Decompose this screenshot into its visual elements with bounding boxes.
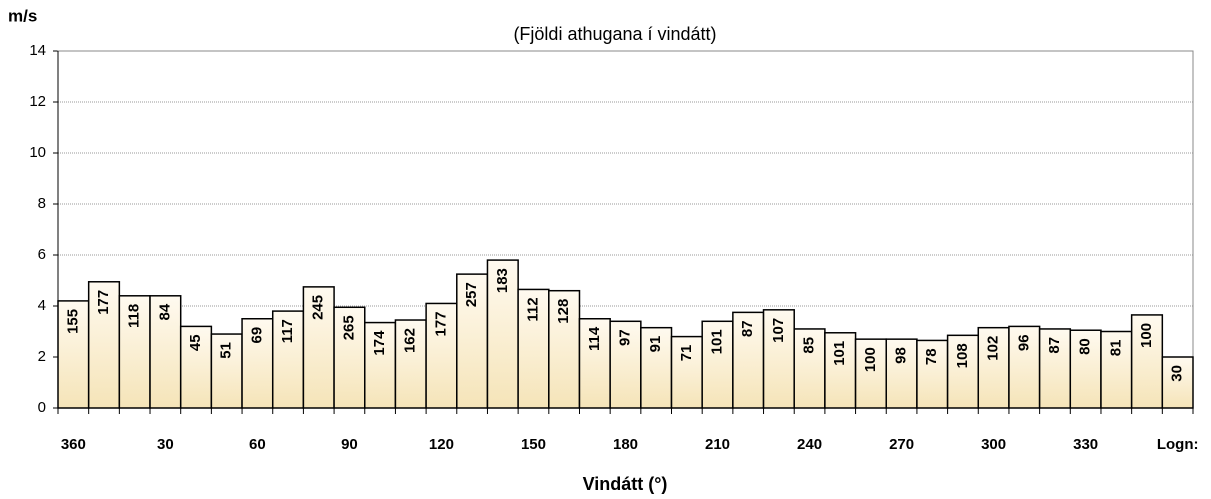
bar: [762, 309, 795, 409]
count-label: 81: [1107, 340, 1124, 357]
x-tick-label: 120: [429, 436, 454, 453]
count-label: 85: [801, 337, 818, 354]
bar: [456, 273, 489, 409]
count-label: 107: [770, 318, 787, 343]
count-label: 108: [954, 343, 971, 368]
chart-title: (Fjöldi athugana í vindátt): [513, 24, 716, 44]
bar: [854, 338, 887, 409]
x-tick-label: 150: [521, 436, 546, 453]
bar: [149, 295, 182, 409]
bar: [916, 339, 949, 409]
x-tick-label: 180: [613, 436, 638, 453]
bar: [548, 289, 581, 409]
count-label: 245: [310, 295, 327, 320]
count-label: 84: [156, 303, 173, 320]
count-label: 30: [1169, 365, 1186, 382]
count-label: 114: [586, 326, 603, 351]
count-label: 100: [862, 347, 879, 372]
count-label: 45: [187, 334, 204, 351]
count-label: 87: [1046, 337, 1063, 354]
y-tick-label: 14: [29, 42, 46, 59]
count-label: 112: [524, 297, 541, 321]
count-label: 118: [126, 304, 143, 328]
y-tick-label: 12: [29, 93, 46, 110]
x-tick-label: 270: [889, 436, 914, 453]
count-label: 97: [616, 329, 633, 346]
y-tick-label: 0: [38, 399, 46, 416]
count-label: 177: [95, 290, 112, 315]
x-tick-label: 30: [157, 436, 174, 453]
count-label: 162: [402, 328, 419, 353]
bar: [333, 306, 366, 409]
bar: [1161, 356, 1194, 409]
count-label: 183: [494, 268, 511, 293]
bar: [87, 281, 121, 409]
count-label: 101: [708, 329, 725, 354]
bar: [210, 333, 243, 409]
count-label: 257: [463, 282, 480, 307]
x-tick-label: 60: [249, 436, 266, 453]
bar: [670, 335, 703, 409]
count-label: 100: [1138, 323, 1155, 348]
y-axis-label: m/s: [8, 6, 37, 25]
count-label: 71: [678, 345, 695, 362]
count-label: 174: [371, 330, 388, 356]
count-label: 265: [340, 315, 357, 340]
x-tick-label: 90: [341, 436, 358, 453]
count-label: 69: [248, 327, 265, 344]
bar: [578, 318, 611, 409]
x-tick-label: 210: [705, 436, 730, 453]
bar: [1038, 328, 1072, 409]
count-label: 101: [831, 341, 848, 366]
count-label: 80: [1077, 338, 1094, 355]
bar: [486, 259, 519, 409]
bar: [394, 319, 427, 409]
bar: [885, 338, 918, 409]
count-label: 177: [432, 311, 449, 336]
x-tick-label: 360: [61, 436, 86, 453]
count-label: 87: [739, 320, 756, 337]
x-tick-label: Logn:: [1157, 436, 1199, 453]
count-label: 91: [647, 336, 664, 353]
x-tick-label: 330: [1073, 436, 1098, 453]
count-label: 78: [923, 348, 940, 365]
count-label: 117: [279, 319, 296, 343]
count-label: 155: [64, 309, 81, 334]
bar: [271, 310, 305, 409]
count-label: 51: [218, 342, 235, 359]
count-label: 128: [555, 299, 572, 324]
y-tick-label: 6: [38, 246, 46, 263]
count-label: 96: [1015, 334, 1032, 351]
bar: [793, 328, 826, 409]
y-tick-label: 10: [29, 144, 46, 161]
y-tick-label: 2: [38, 348, 46, 365]
x-tick-label: 300: [981, 436, 1006, 453]
bar: [609, 320, 642, 409]
y-tick-label: 8: [38, 195, 46, 212]
x-axis-label: Vindátt (°): [583, 474, 668, 494]
x-tick-label: 240: [797, 436, 822, 453]
y-tick-label: 4: [38, 297, 46, 314]
count-label: 98: [893, 347, 910, 364]
bar: [640, 326, 673, 409]
count-label: 102: [985, 336, 1002, 361]
